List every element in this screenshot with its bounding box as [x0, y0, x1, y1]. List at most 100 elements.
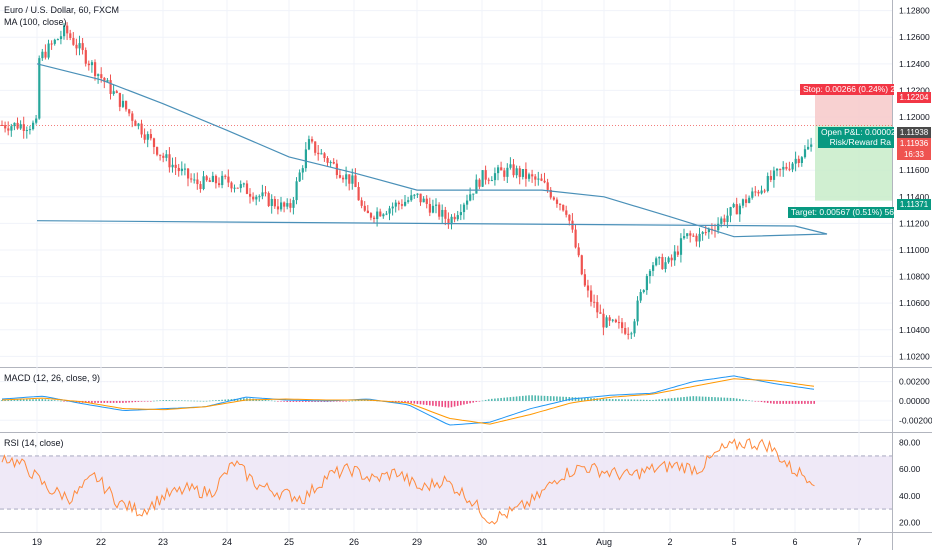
candle-body: [652, 265, 655, 271]
candle: [32, 120, 35, 131]
candle-body: [258, 196, 261, 198]
candle-body: [332, 162, 335, 164]
candle-body: [506, 167, 509, 177]
macd-y-tick: 0.00000: [899, 396, 930, 406]
candle: [25, 126, 28, 139]
macd-histogram-bar: [187, 400, 189, 402]
candle-body: [1, 124, 4, 126]
macd-histogram-bar: [506, 397, 509, 401]
candle: [10, 123, 13, 137]
candle: [19, 120, 22, 130]
macd-histogram-bar: [320, 400, 323, 402]
candle-body: [803, 149, 807, 158]
candle: [670, 254, 673, 267]
stop-label[interactable]: Stop: 0.00266 (0.24%) 2: [800, 84, 894, 95]
candle-body: [528, 174, 531, 179]
indicator-lines: [1, 63, 828, 525]
candle-body: [304, 149, 307, 169]
macd-histogram-bar: [708, 396, 710, 401]
candle: [807, 139, 810, 150]
candle: [78, 35, 81, 56]
macd-histogram-bar: [608, 398, 611, 401]
macd-histogram-bar: [13, 399, 16, 401]
candle-body: [776, 168, 779, 171]
candle-body: [134, 120, 137, 127]
macd-histogram-bar: [112, 400, 115, 403]
candle-body: [81, 43, 84, 51]
candle-body: [515, 168, 518, 176]
candle: [363, 201, 366, 212]
candle: [692, 233, 695, 238]
candle-body: [788, 168, 791, 170]
candle-body: [425, 198, 428, 204]
candle: [7, 121, 10, 136]
macd-histogram-bar: [348, 400, 350, 402]
candle-body: [624, 328, 627, 334]
candle: [28, 125, 32, 135]
position-zones: [0, 89, 892, 201]
macd-legend[interactable]: MACD (12, 26, close, 9): [4, 373, 101, 383]
candle: [751, 187, 754, 200]
candle-body: [320, 153, 323, 155]
macd-histogram-bar: [698, 396, 701, 401]
candle: [143, 128, 146, 144]
candle: [183, 163, 187, 176]
macd-histogram-bar: [115, 400, 118, 403]
candle: [329, 160, 332, 168]
candle-body: [543, 180, 546, 183]
candle-body: [540, 178, 543, 181]
candle-body: [199, 184, 202, 190]
candle-body: [648, 270, 652, 277]
candle-body: [335, 163, 338, 176]
candle-body: [593, 301, 596, 303]
ma-legend[interactable]: MA (100, close): [4, 17, 67, 27]
macd-histogram-bar: [171, 400, 174, 401]
macd-histogram-bar: [10, 399, 13, 401]
candle-body: [289, 203, 292, 208]
macd-y-tick: 0.00200: [899, 377, 930, 387]
candle: [388, 205, 391, 221]
macd-histogram-bar: [404, 400, 406, 403]
candle: [162, 152, 165, 163]
candle-body: [444, 209, 447, 219]
rsi-legend[interactable]: RSI (14, close): [4, 438, 64, 448]
macd-histogram-bar: [289, 400, 292, 402]
macd-histogram-bar: [416, 400, 419, 404]
candle-body: [807, 146, 810, 150]
macd-histogram-bar: [398, 400, 400, 403]
open-pnl-label[interactable]: Open P&L: 0.00002: [818, 127, 894, 138]
macd-histogram-bar: [277, 400, 279, 402]
candle: [304, 142, 307, 172]
candle-body: [555, 199, 559, 204]
candle-body: [326, 158, 329, 163]
macd-histogram-bar: [401, 400, 403, 403]
candle: [413, 193, 416, 199]
candle: [50, 40, 53, 50]
candle-body: [673, 251, 676, 261]
macd-histogram-bar: [633, 399, 636, 401]
candle-body: [729, 207, 732, 216]
candle: [698, 227, 701, 248]
candle: [298, 169, 301, 182]
target-label[interactable]: Target: 0.00567 (0.51%) 56: [788, 207, 894, 218]
candle-body: [264, 192, 267, 194]
risk-reward-label[interactable]: Risk/Reward Ra: [818, 137, 894, 148]
candle-body: [338, 175, 342, 178]
macd-histogram-bar: [274, 400, 276, 402]
candle: [323, 152, 326, 162]
candle: [342, 175, 345, 183]
candle: [267, 191, 270, 208]
candle-body: [720, 218, 723, 224]
macd-histogram-bar: [726, 397, 729, 401]
candle: [636, 296, 639, 326]
macd-histogram-bar: [1, 400, 3, 401]
candle-body: [664, 262, 667, 270]
macd-histogram-bar: [16, 399, 19, 401]
macd-histogram-bar: [766, 400, 769, 403]
macd-histogram-bar: [354, 400, 357, 402]
candle: [658, 256, 661, 265]
candle-body: [692, 235, 695, 237]
macd-histogram-bar: [646, 399, 648, 401]
macd-histogram-bar: [88, 400, 90, 403]
macd-histogram-bar: [797, 400, 800, 404]
